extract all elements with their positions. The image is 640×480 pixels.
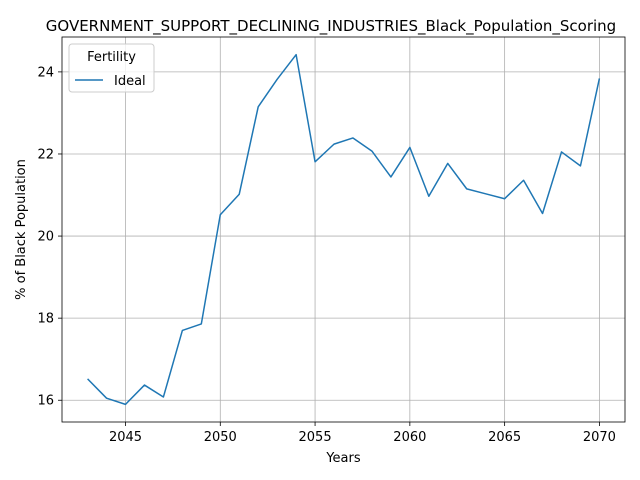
y-axis-label: % of Black Population [14,159,29,300]
legend: Fertility Ideal [68,43,155,93]
grid-lines [62,37,625,422]
y-axis: 16 18 20 22 24 [37,65,62,409]
y-tick-label: 20 [37,230,54,245]
legend-title: Fertility [87,50,136,65]
x-tick-label: 2050 [204,430,237,445]
y-tick-label: 16 [37,394,54,409]
x-axis-label: Years [325,451,361,466]
x-tick-label: 2070 [583,430,616,445]
x-tick-label: 2060 [393,430,426,445]
x-tick-label: 2045 [109,430,142,445]
chart-title: GOVERNMENT_SUPPORT_DECLINING_INDUSTRIES_… [46,17,616,36]
plot-frame [61,36,626,423]
x-tick-label: 2055 [299,430,332,445]
x-tick-label: 2065 [488,430,521,445]
y-tick-label: 24 [37,65,54,80]
y-tick-label: 18 [37,312,54,327]
x-axis: 2045 2050 2055 2060 2065 2070 [109,422,616,445]
legend-label-ideal: Ideal [114,74,146,89]
y-tick-label: 22 [37,147,54,162]
series-layer [87,53,601,406]
series-line-ideal [87,53,601,406]
